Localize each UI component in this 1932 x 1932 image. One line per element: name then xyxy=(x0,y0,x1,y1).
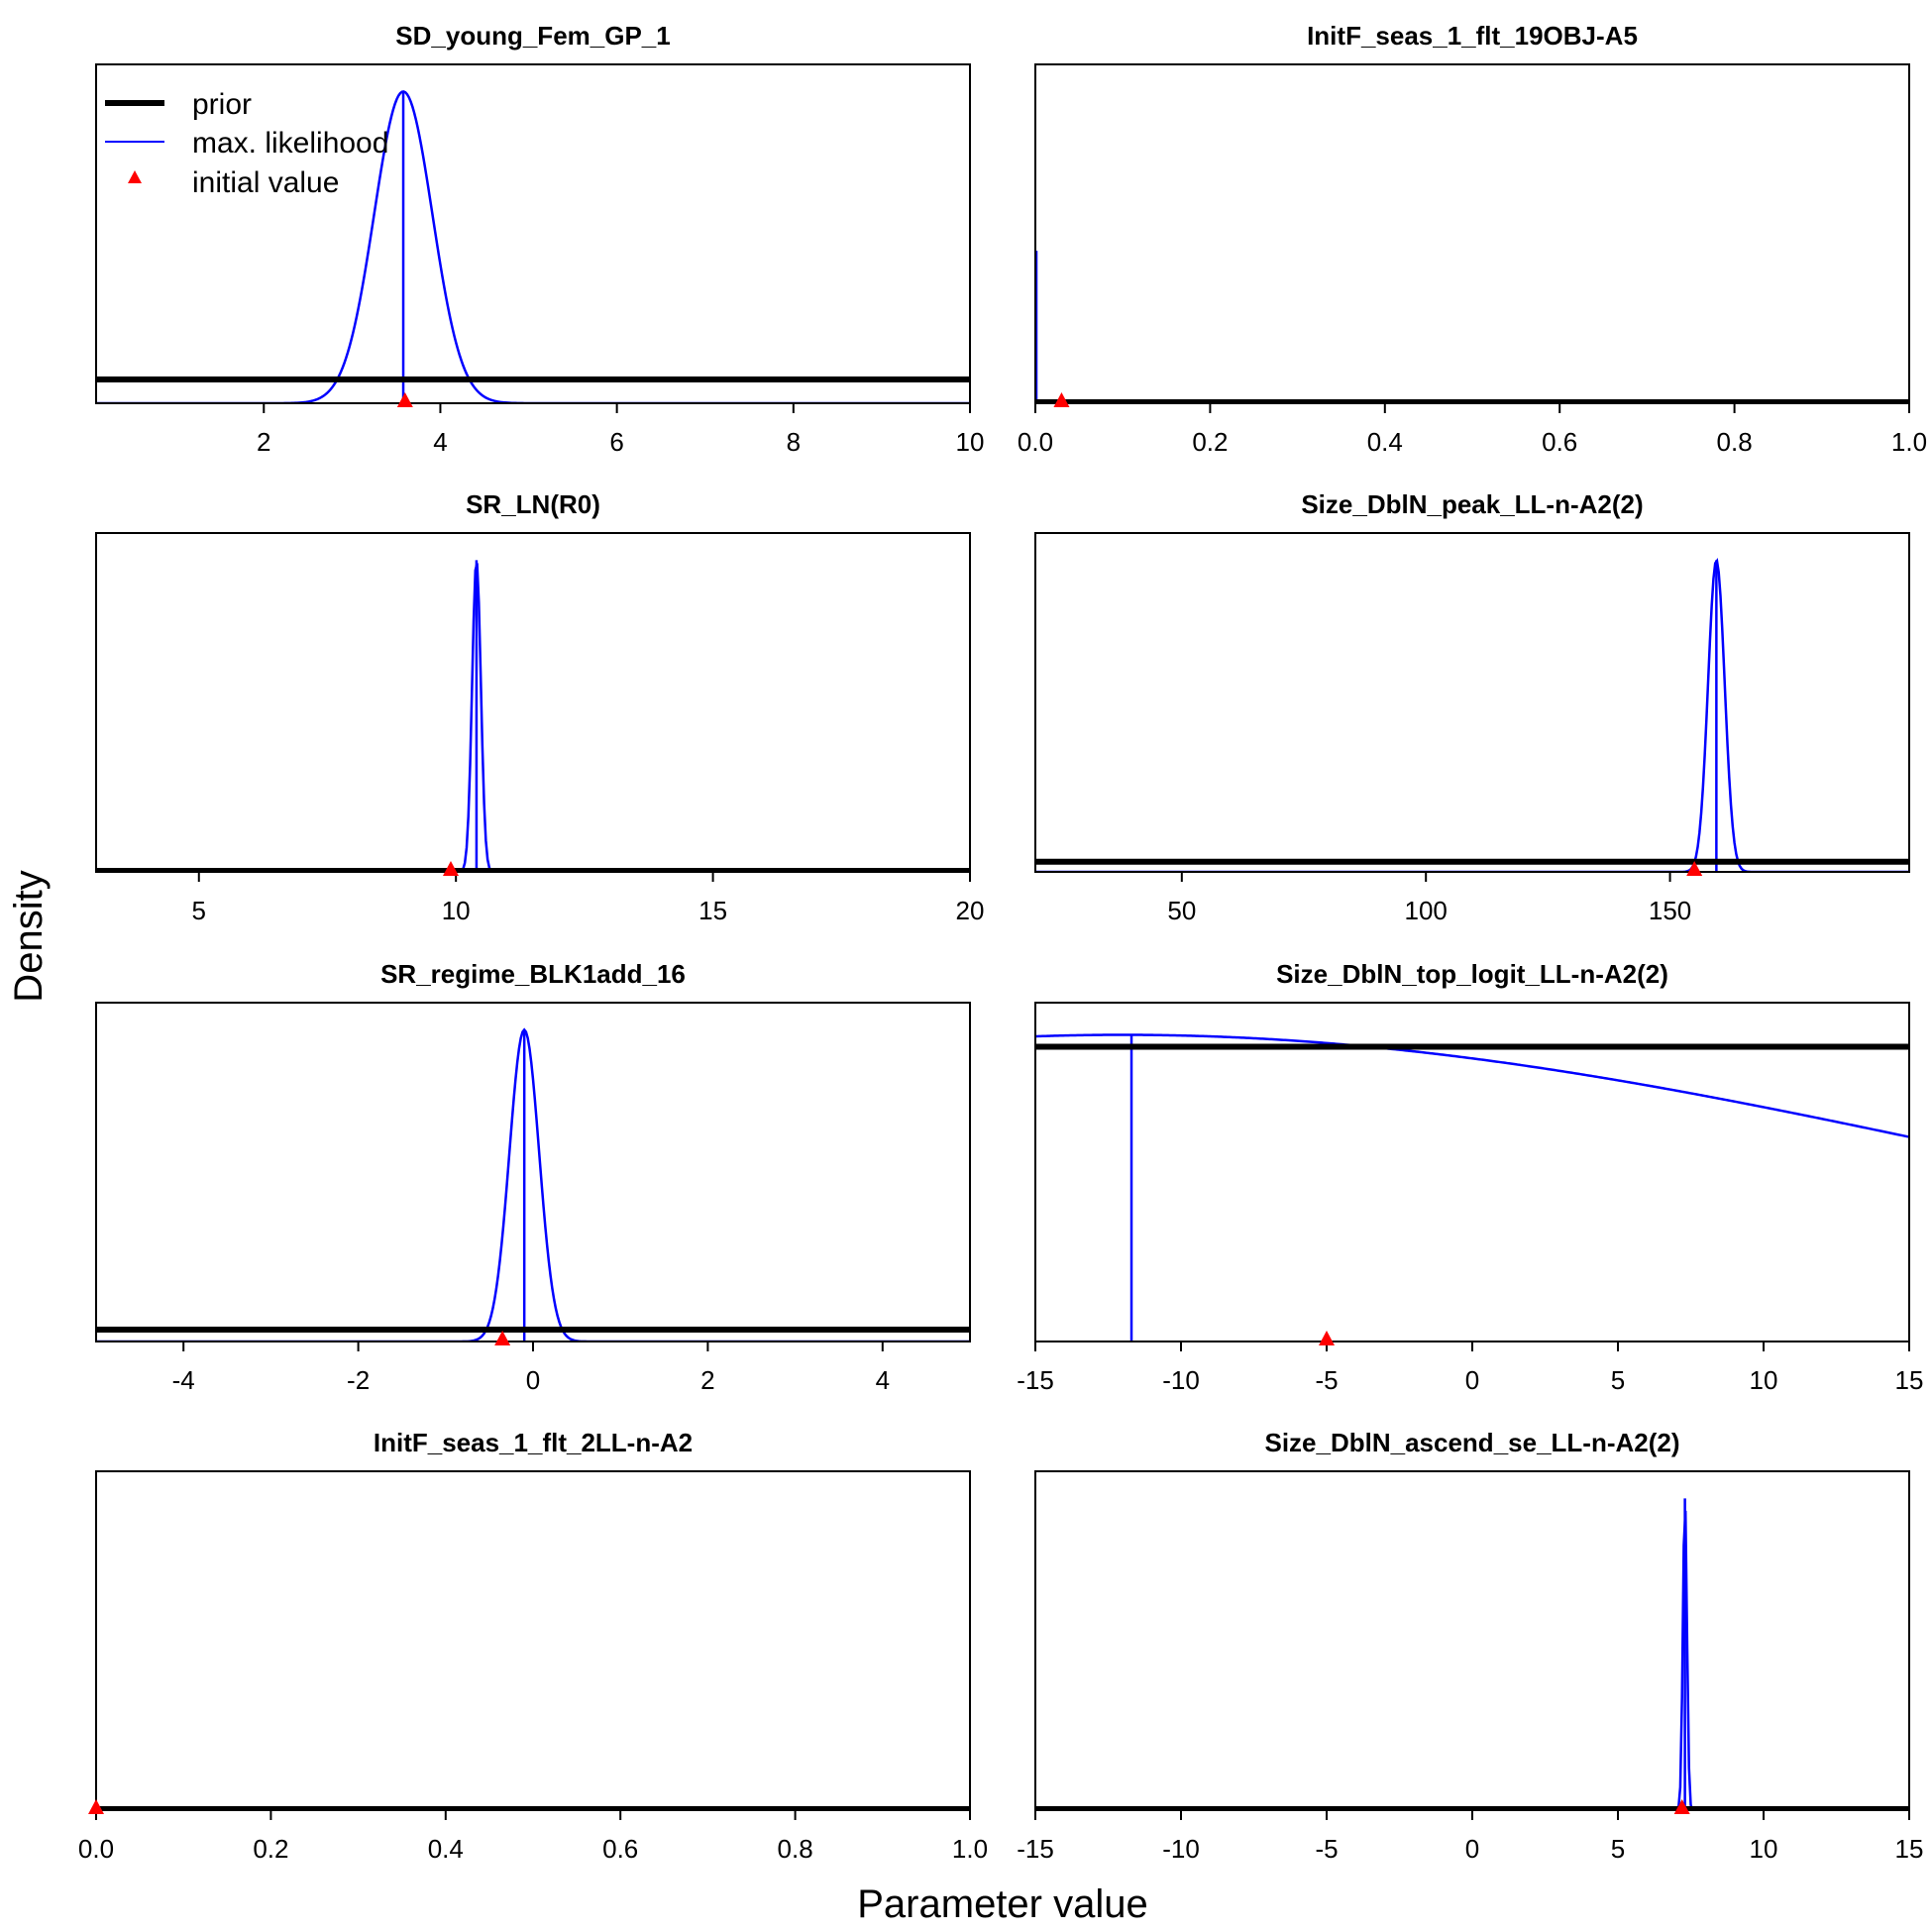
x-tick-label: 15 xyxy=(1895,1365,1924,1395)
legend-initial-label: initial value xyxy=(192,166,339,199)
x-tick-label: -2 xyxy=(347,1365,370,1395)
x-tick-label: 0 xyxy=(1465,1365,1479,1395)
x-tick-label: 20 xyxy=(956,896,985,925)
initial-value-marker xyxy=(1673,1799,1690,1814)
x-tick-label: -10 xyxy=(1162,1834,1200,1864)
panel-8: Size_DblN_ascend_se_LL-n-A2(2) -15 -10 -5 0 5… xyxy=(1017,1428,1923,1864)
legend-prior-label: prior xyxy=(192,88,252,121)
panel-7: InitF_seas_1_flt_2LL-n-A2 0.0 0.2 0.4 0.6 0.8… xyxy=(78,1428,988,1864)
x-tick-label: 0 xyxy=(1465,1834,1479,1864)
x-tick-label: -5 xyxy=(1315,1365,1338,1395)
panel-4: Size_DblN_peak_LL-n-A2(2) 50 100 150 xyxy=(1034,489,1910,925)
x-tick-label: 0.0 xyxy=(1018,427,1053,457)
panel-6: Size_DblN_top_logit_LL-n-A2(2) -15 -10 -5 0 5… xyxy=(1017,959,1923,1395)
initial-value-marker xyxy=(1319,1331,1335,1345)
x-tick-label: 0.2 xyxy=(1192,427,1228,457)
x-tick-label: 0 xyxy=(526,1365,540,1395)
x-tick-label: 4 xyxy=(876,1365,890,1395)
x-tick-label: -5 xyxy=(1315,1834,1338,1864)
panel-title: InitF_seas_1_flt_19OBJ-A5 xyxy=(1307,21,1638,51)
panel-title: Size_DblN_top_logit_LL-n-A2(2) xyxy=(1276,959,1668,989)
initial-value-marker xyxy=(1053,392,1070,407)
plot-area xyxy=(1035,1033,1909,1342)
panel-5: SR_regime_BLK1add_16 -4 -2 0 2 4 xyxy=(95,959,971,1395)
x-tick-label: 0.4 xyxy=(428,1834,464,1864)
x-tick-label: 0.2 xyxy=(253,1834,288,1864)
x-tick-label: 1.0 xyxy=(952,1834,988,1864)
x-tick-label: 0.6 xyxy=(602,1834,638,1864)
y-axis-label: Density xyxy=(7,870,51,1002)
x-tick-label: 5 xyxy=(192,896,206,925)
panel-title: SR_regime_BLK1add_16 xyxy=(380,959,686,989)
x-tick-label: 0.6 xyxy=(1542,427,1577,457)
x-tick-label: 8 xyxy=(787,427,801,457)
mle-curve xyxy=(1035,1033,1909,1138)
x-tick-label: 10 xyxy=(442,896,471,925)
initial-value-marker xyxy=(1686,861,1703,876)
panels: SD_young_Fem_GP_1 2 4 6 8 10 InitF_seas_1_flt_… xyxy=(78,21,1927,1864)
x-tick-label: 4 xyxy=(433,427,447,457)
x-tick-label: -15 xyxy=(1017,1834,1054,1864)
legend-initial-swatch xyxy=(128,170,142,183)
x-tick-label: -10 xyxy=(1162,1365,1200,1395)
x-tick-label: -15 xyxy=(1017,1365,1054,1395)
plot-frame xyxy=(95,63,971,404)
x-tick-label: 6 xyxy=(609,427,623,457)
panel-title: SR_LN(R0) xyxy=(466,489,600,519)
initial-value-marker xyxy=(494,1331,511,1345)
initial-value-marker xyxy=(396,392,413,407)
x-tick-label: 150 xyxy=(1649,896,1691,925)
panel-title: InitF_seas_1_flt_2LL-n-A2 xyxy=(374,1428,693,1457)
plot-area xyxy=(1035,558,1909,872)
plot-frame xyxy=(1034,63,1910,404)
plot-frame xyxy=(1034,532,1910,873)
x-tick-label: 10 xyxy=(956,427,985,457)
initial-value-marker xyxy=(442,861,459,876)
legend-mle-label: max. likelihood xyxy=(192,127,388,160)
x-tick-label: 15 xyxy=(698,896,727,925)
panel-title: Size_DblN_ascend_se_LL-n-A2(2) xyxy=(1264,1428,1679,1457)
x-tick-label: 2 xyxy=(257,427,270,457)
x-tick-label: 15 xyxy=(1895,1834,1924,1864)
x-tick-label: 50 xyxy=(1167,896,1196,925)
x-tick-label: 5 xyxy=(1611,1834,1625,1864)
initial-value-marker xyxy=(88,1799,104,1814)
x-tick-label: 10 xyxy=(1750,1365,1778,1395)
x-tick-label: 5 xyxy=(1611,1365,1625,1395)
x-tick-label: 0.8 xyxy=(778,1834,813,1864)
x-tick-label: 0.0 xyxy=(78,1834,114,1864)
plot-frame xyxy=(95,532,971,873)
panel-1: SD_young_Fem_GP_1 2 4 6 8 10 xyxy=(95,21,985,457)
legend: prior max. likelihood initial value xyxy=(105,88,388,199)
x-axis-label: Parameter value xyxy=(857,1882,1147,1926)
panel-2: InitF_seas_1_flt_19OBJ-A5 0.0 0.2 0.4 0.6 0.8… xyxy=(1018,21,1927,457)
panel-title: Size_DblN_peak_LL-n-A2(2) xyxy=(1301,489,1643,519)
mle-curve xyxy=(96,1027,970,1342)
plot-area xyxy=(96,1027,970,1342)
plot-frame xyxy=(95,1470,971,1811)
x-tick-label: -4 xyxy=(172,1365,195,1395)
x-tick-label: 100 xyxy=(1404,896,1447,925)
panel-title: SD_young_Fem_GP_1 xyxy=(395,21,670,51)
x-tick-label: 0.4 xyxy=(1367,427,1403,457)
x-tick-label: 1.0 xyxy=(1891,427,1927,457)
panel-3: SR_LN(R0) 5 10 15 20 xyxy=(95,489,985,925)
x-tick-label: 2 xyxy=(700,1365,714,1395)
x-tick-label: 10 xyxy=(1750,1834,1778,1864)
x-tick-label: 0.8 xyxy=(1717,427,1753,457)
